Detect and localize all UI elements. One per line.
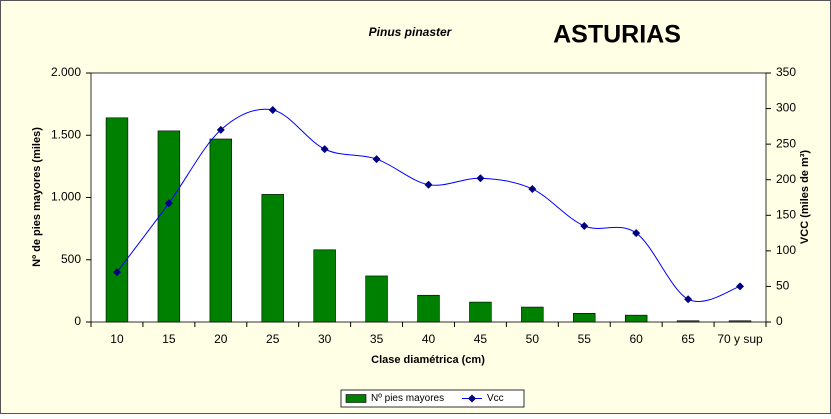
y2-tick-label: 350 <box>776 65 796 79</box>
marker <box>164 199 173 208</box>
y-tick-label: 1.000 <box>51 190 81 204</box>
bar <box>676 320 700 323</box>
bar <box>521 306 544 323</box>
x-tick-label: 70 y sup <box>717 332 763 346</box>
y-tick-label: 0 <box>74 314 81 328</box>
y-tick-label: 2.000 <box>51 65 81 79</box>
plot-area <box>90 72 767 323</box>
legend-swatch <box>345 394 367 403</box>
x-tick-label: 35 <box>370 332 384 346</box>
y2-tick-label: 250 <box>776 136 796 150</box>
marker <box>424 180 433 189</box>
marker <box>528 184 537 193</box>
x-axis-label: Clase diamétrica (cm) <box>371 354 485 366</box>
x-tick-label: 40 <box>422 332 436 346</box>
bar <box>313 249 336 323</box>
y2-tick-label: 300 <box>776 101 796 115</box>
marker <box>268 105 277 114</box>
bar <box>624 314 648 323</box>
x-tick-label: 20 <box>214 332 228 346</box>
bar <box>573 312 596 323</box>
legend-label: Nº pies mayores <box>371 393 444 404</box>
bar <box>105 117 129 323</box>
bar <box>261 194 284 323</box>
x-tick-label: 10 <box>110 332 124 346</box>
y2-axis-label: VCC (miles de m³) <box>799 150 811 244</box>
x-tick-label: 60 <box>630 332 644 346</box>
marker <box>684 295 693 304</box>
x-tick-label: 15 <box>162 332 176 346</box>
x-tick-label: 30 <box>318 332 332 346</box>
marker <box>632 229 641 238</box>
marker <box>320 145 329 154</box>
x-tick-label: 25 <box>266 332 280 346</box>
x-tick-label: 45 <box>474 332 488 346</box>
bar <box>469 301 492 323</box>
y-tick-label: 500 <box>61 252 81 266</box>
bar <box>365 275 388 323</box>
chart-title: ASTURIAS <box>553 21 681 49</box>
bar <box>209 138 233 323</box>
bar <box>417 294 440 323</box>
y-axis-label: Nº de pies mayores (miles) <box>31 127 43 267</box>
marker <box>372 155 381 164</box>
marker <box>112 268 121 277</box>
y2-tick-label: 0 <box>776 314 783 328</box>
marker <box>736 282 745 291</box>
chart-subtitle: Pinus pinaster <box>369 25 453 39</box>
x-tick-label: 55 <box>578 332 592 346</box>
bar <box>728 320 752 323</box>
x-tick-label: 50 <box>526 332 540 346</box>
y2-tick-label: 100 <box>776 243 796 257</box>
legend-label: Vcc <box>487 393 504 404</box>
y-tick-label: 1.500 <box>51 127 81 141</box>
y2-tick-label: 200 <box>776 172 796 186</box>
y2-tick-label: 50 <box>776 279 790 293</box>
x-tick-label: 65 <box>681 332 695 346</box>
legend-box <box>340 389 525 408</box>
y2-tick-label: 150 <box>776 207 796 221</box>
marker <box>580 221 589 230</box>
marker <box>476 174 485 183</box>
marker <box>216 125 225 134</box>
bar <box>157 130 181 323</box>
legend-marker <box>468 394 476 403</box>
